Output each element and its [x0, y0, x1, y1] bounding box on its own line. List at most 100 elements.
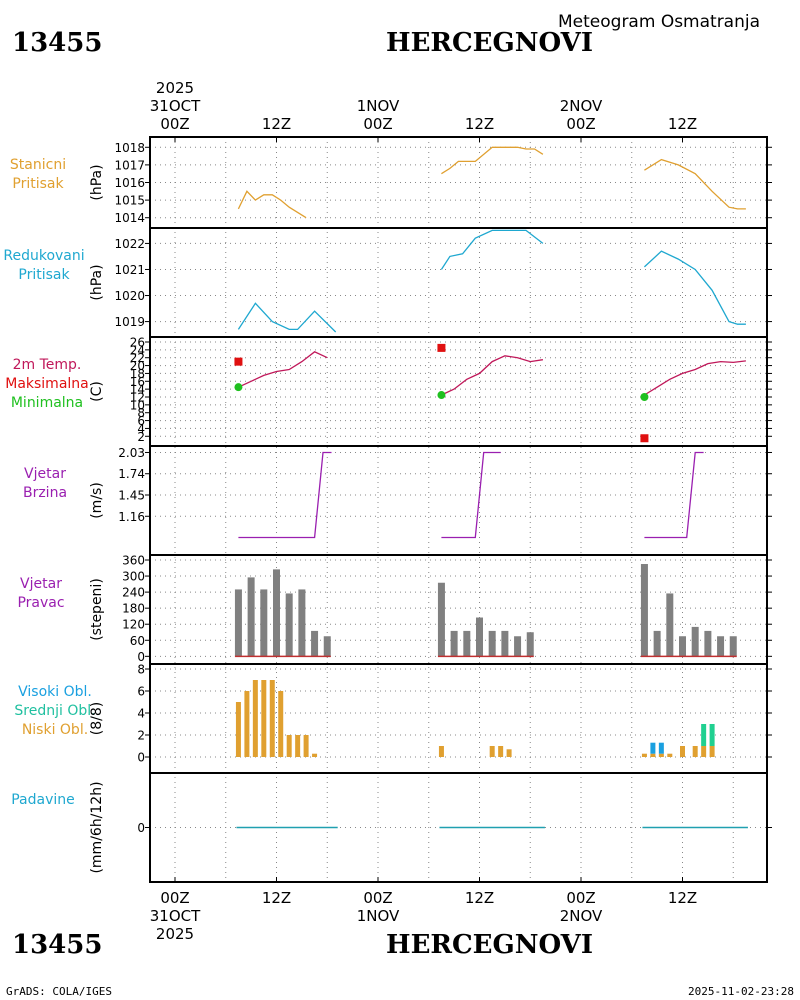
y-tick-label: 1.45 — [118, 489, 145, 503]
label-temperature: 2m Temp. Maksimalna Minimalna — [0, 356, 94, 413]
label-wind-speed-line1: Vjetar — [24, 466, 66, 482]
y-tick-label: 24 — [130, 343, 145, 357]
wind-dir-bar — [679, 636, 686, 657]
y-axis-label: (C) — [89, 381, 105, 402]
wind-dir-bar — [476, 617, 483, 657]
cloud-bar-low — [303, 735, 309, 757]
wind-dir-bar — [234, 589, 242, 657]
max-temp-marker — [437, 343, 446, 352]
y-tick-label: 0 — [137, 650, 145, 664]
data-layer — [234, 146, 748, 829]
wind-dir-bar — [729, 636, 737, 657]
cloud-bar-low — [667, 753, 673, 757]
y-axis-label: (stepeni) — [89, 578, 105, 641]
y-tick-label: 20 — [130, 359, 145, 373]
cloud-bar-low — [278, 691, 284, 757]
label-temp-min: Minimalna — [10, 395, 84, 411]
cloud-bar-mid — [701, 724, 707, 746]
series-line — [238, 351, 328, 388]
y-tick-label: 4 — [137, 707, 145, 721]
label-stn-pressure: Stanicni Pritisak — [0, 156, 76, 194]
label-temp-max: Maksimalna — [5, 376, 89, 392]
y-tick-label: 2 — [137, 729, 145, 743]
cloud-bar-high — [650, 742, 656, 754]
cloud-bar-low — [252, 680, 258, 757]
cloud-bar-high — [658, 742, 664, 754]
y-tick-label: 1014 — [114, 211, 145, 225]
station-id-footer: 13455 — [12, 930, 103, 960]
cloud-bar-low — [286, 735, 292, 757]
top-axis-year: 2025 — [156, 79, 194, 97]
cloud-bar-low — [680, 746, 685, 757]
cloud-bar-mid — [709, 724, 715, 746]
y-tick-label: 1019 — [114, 315, 145, 329]
label-precip-line1: Padavine — [11, 792, 75, 808]
series-line — [238, 451, 332, 539]
top-axis-hour: 00Z — [363, 115, 392, 133]
panel-frame — [149, 336, 768, 447]
cloud-bar-low — [269, 680, 275, 757]
y-axis-label: (8/8) — [89, 702, 105, 735]
y-tick-label: 120 — [122, 618, 145, 632]
cloud-bar-low — [641, 753, 647, 757]
y-tick-label: 2 — [137, 430, 145, 444]
bottom-axis-hour: 00Z — [363, 889, 392, 907]
y-tick-label: 1017 — [114, 158, 145, 172]
wind-dir-bar — [260, 589, 268, 657]
cloud-bar-low — [506, 749, 512, 757]
y-tick-label: 18 — [130, 367, 145, 381]
label-precip: Padavine — [0, 792, 86, 808]
y-tick-label: 0 — [137, 821, 145, 835]
label-temp-line1: 2m Temp. — [12, 357, 82, 373]
wind-dir-bar — [514, 636, 522, 657]
panel-frame — [149, 445, 768, 556]
series-line — [237, 190, 307, 219]
min-temp-marker — [640, 393, 649, 401]
y-tick-label: 8 — [137, 663, 145, 677]
top-axis-hour: 12Z — [465, 115, 494, 133]
label-wind-dir-line2: Pravac — [17, 595, 65, 611]
wind-dir-bar — [501, 630, 509, 657]
y-tick-label: 60 — [130, 634, 145, 648]
y-tick-label: 8 — [137, 406, 145, 420]
wind-dir-bar — [323, 636, 331, 657]
series-line — [440, 229, 544, 270]
grid-layer — [150, 137, 767, 882]
label-wind-dir-line1: Vjetar — [20, 576, 62, 592]
label-red-pressure-line2: Pritisak — [18, 267, 70, 283]
y-tick-label: 14 — [130, 383, 145, 397]
y-tick-label: 1021 — [114, 263, 145, 277]
top-axis-hour: 00Z — [566, 115, 595, 133]
series-line — [441, 451, 501, 539]
label-cloud-high: Visoki Obl. — [18, 684, 92, 700]
station-name-footer: HERCEGNOVI — [386, 930, 593, 960]
wind-dir-bar — [526, 632, 534, 657]
wind-dir-bar — [285, 593, 293, 657]
wind-dir-bar — [311, 630, 319, 657]
station-id: 13455 — [12, 28, 103, 58]
y-tick-label: 4 — [137, 422, 145, 436]
bottom-axis-hour: 00Z — [566, 889, 595, 907]
label-stn-pressure-line2: Pritisak — [12, 176, 64, 192]
cloud-bar-low — [650, 753, 656, 757]
label-clouds: Visoki Obl. Srednji Obl. Niski Obl. — [0, 683, 110, 740]
bottom-axis-day: 31OCT — [150, 907, 201, 925]
station-name: HERCEGNOVI — [386, 28, 593, 58]
bottom-axis-hour: 00Z — [160, 889, 189, 907]
wind-dir-bar — [666, 593, 674, 657]
wind-dir-bar — [653, 630, 661, 657]
panel-frame — [149, 136, 768, 229]
min-temp-marker — [437, 391, 446, 400]
bottom-axis-hour: 12Z — [465, 889, 494, 907]
series-line — [441, 355, 543, 396]
wind-dir-bar — [450, 630, 458, 657]
wind-dir-bar — [247, 577, 255, 657]
series-line — [643, 250, 746, 325]
frame-layer — [145, 136, 772, 883]
y-tick-label: 2.03 — [118, 446, 145, 460]
series-line — [644, 158, 746, 210]
y-axis-label: (hPa) — [89, 164, 105, 200]
y-tick-label: 16 — [130, 375, 145, 389]
wind-dir-bar — [273, 569, 280, 657]
